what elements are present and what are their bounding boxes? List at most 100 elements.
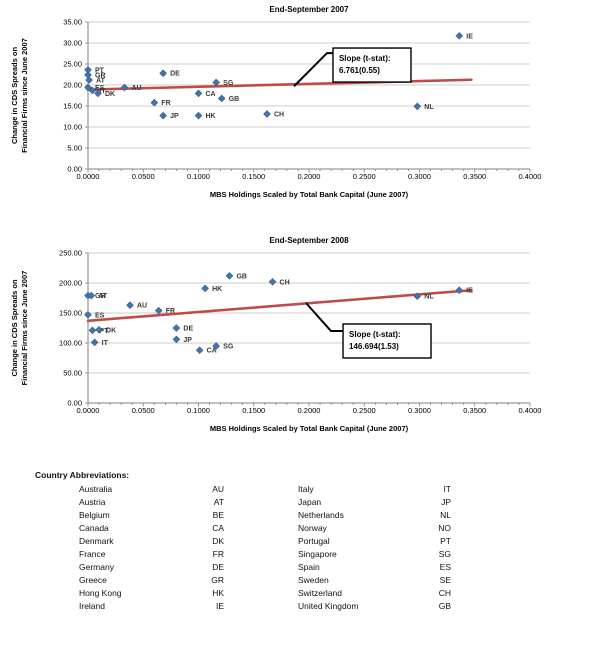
country-name: Switzerland [298, 588, 342, 598]
point-nl [413, 102, 422, 111]
svg-text:MBS Holdings Scaled by Total B: MBS Holdings Scaled by Total Bank Capita… [210, 424, 409, 433]
country-code: JP [441, 497, 451, 507]
point-at [87, 291, 96, 300]
svg-text:0.1000: 0.1000 [187, 406, 210, 415]
point-ca [195, 346, 204, 355]
svg-text:JP: JP [170, 113, 179, 120]
point-nl [413, 292, 422, 301]
svg-text:NL: NL [424, 294, 434, 301]
country-name: Japan [298, 497, 322, 507]
svg-text:100.00: 100.00 [59, 339, 82, 348]
scatter-chart-2008: 0.00 50.00 100.00 150.00 200.00 250.00 0.0000 0… [0, 232, 600, 446]
svg-text:ES: ES [95, 85, 105, 92]
svg-text:CA: CA [206, 91, 216, 98]
point-es [84, 310, 92, 319]
country-code: HK [212, 588, 224, 598]
table-row: Greece GR Sweden SE [35, 574, 465, 587]
country-code: DE [212, 562, 224, 572]
point-es [84, 83, 92, 92]
svg-text:HK: HK [212, 286, 222, 293]
point-sg [212, 78, 221, 87]
country-name: Germany [79, 562, 114, 572]
table-rows: Australia AU Italy IT Austria AT Japan JP Belgiu… [35, 483, 465, 613]
spacer [224, 483, 298, 496]
svg-text:6.761(0.55): 6.761(0.55) [339, 66, 380, 75]
svg-text:0.1500: 0.1500 [242, 406, 265, 415]
table-row: Canada CA Norway NO [35, 522, 465, 535]
spacer [224, 587, 298, 600]
svg-text:50.00: 50.00 [63, 369, 82, 378]
svg-text:AT: AT [98, 293, 108, 300]
svg-text:AU: AU [131, 85, 141, 92]
svg-text:IT: IT [99, 88, 106, 95]
svg-text:End-September 2008: End-September 2008 [269, 236, 349, 245]
point-at [85, 76, 93, 84]
svg-text:0.0000: 0.0000 [77, 406, 100, 415]
point-hk [201, 284, 209, 293]
country-code: FR [212, 549, 224, 559]
point-gb [225, 271, 234, 280]
country-code: GB [438, 601, 451, 611]
point-au [120, 83, 129, 92]
country-code: IT [443, 484, 451, 494]
svg-text:0.1500: 0.1500 [242, 172, 265, 181]
point-it [88, 86, 97, 95]
svg-text:Slope (t-stat):: Slope (t-stat): [339, 54, 391, 63]
country-name: Norway [298, 523, 327, 533]
svg-text:0.3000: 0.3000 [408, 406, 431, 415]
table-row: Belgium BE Netherlands NL [35, 509, 465, 522]
country-name: Hong Kong [79, 588, 122, 598]
country-name: Ireland [79, 601, 105, 611]
svg-text:0.0500: 0.0500 [132, 172, 155, 181]
scatter-chart-2007: 0.00 5.00 10.00 15.00 20.00 25.00 30.00 35.00 0.… [0, 0, 600, 212]
country-code: AU [212, 484, 224, 494]
point-gb [217, 94, 226, 103]
country-name: Sweden [298, 575, 329, 585]
svg-text:PT: PT [99, 328, 109, 335]
svg-text:146.694(1.53): 146.694(1.53) [349, 342, 399, 351]
country-code: NO [438, 523, 451, 533]
country-name: France [79, 549, 106, 559]
svg-text:10.00: 10.00 [63, 123, 82, 132]
svg-text:0.4000: 0.4000 [519, 172, 542, 181]
svg-text:DE: DE [183, 326, 193, 333]
point-ch [263, 110, 271, 118]
svg-text:GB: GB [229, 96, 240, 103]
table-row: Australia AU Italy IT [35, 483, 465, 496]
svg-text:0.3500: 0.3500 [463, 172, 486, 181]
svg-text:35.00: 35.00 [63, 18, 82, 27]
point-pt [88, 326, 97, 335]
point-jp [172, 335, 181, 344]
point-ch [268, 277, 277, 286]
point-ie [455, 286, 464, 295]
svg-text:15.00: 15.00 [63, 102, 82, 111]
country-code: SG [438, 549, 451, 559]
country-code: PT [440, 536, 451, 546]
svg-text:AT: AT [96, 77, 106, 84]
table-row: France FR Singapore SG [35, 548, 465, 561]
svg-text:0.3500: 0.3500 [463, 406, 486, 415]
point-de [159, 69, 167, 78]
country-code: CA [212, 523, 224, 533]
svg-text:0.4000: 0.4000 [519, 406, 542, 415]
point-dk [94, 89, 102, 98]
country-code: BE [212, 510, 224, 520]
table-row: Denmark DK Portugal PT [35, 535, 465, 548]
svg-text:IE: IE [466, 288, 473, 295]
svg-text:FR: FR [161, 100, 170, 107]
svg-text:0.2000: 0.2000 [298, 406, 321, 415]
svg-text:GB: GB [236, 273, 247, 280]
point-ie [455, 32, 464, 40]
country-name: Portugal [298, 536, 330, 546]
svg-text:NL: NL [424, 104, 434, 111]
svg-text:CH: CH [274, 111, 284, 118]
svg-text:20.00: 20.00 [63, 81, 82, 90]
svg-text:IE: IE [466, 33, 473, 40]
point-dk [95, 325, 103, 334]
svg-text:DE: DE [170, 71, 180, 78]
spacer [224, 509, 298, 522]
svg-text:200.00: 200.00 [59, 279, 82, 288]
point-fr [154, 306, 163, 315]
svg-text:SG: SG [223, 80, 234, 87]
